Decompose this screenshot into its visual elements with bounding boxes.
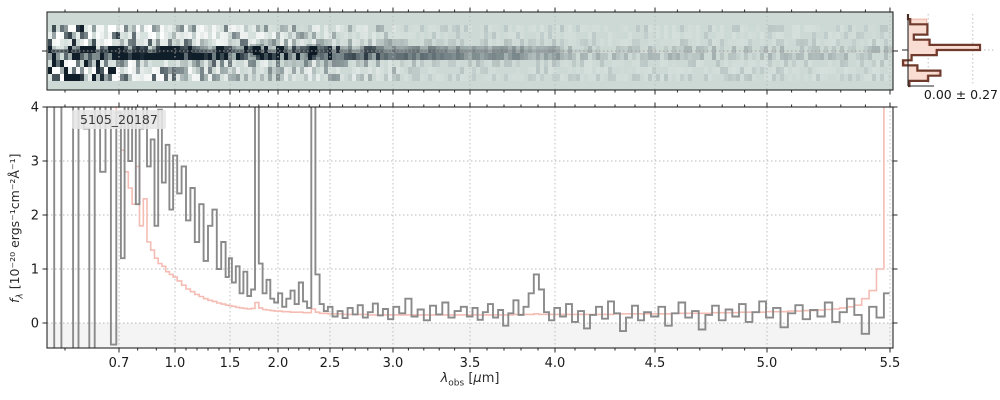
xlabel-unit-pre: [ xyxy=(464,371,474,386)
y-tick-label: 2 xyxy=(31,209,39,224)
profile-fit-line xyxy=(901,14,982,88)
x-tick-label: 2.5 xyxy=(320,356,341,371)
x-tick-label: 3.0 xyxy=(383,356,404,371)
source-id-label: 5105_20187 xyxy=(72,110,166,129)
emission-line-blob xyxy=(252,46,261,55)
xlabel-unit-mu: μ xyxy=(473,371,482,386)
axis-ticks: 0.7 1.0 1.5 2.0 2.5 3.0 3.5 4.0 4.5 5.0 5.5 0 1 2 3 4 xyxy=(31,101,901,372)
x-tick-label: 4.5 xyxy=(645,356,666,371)
x-tick-label: 2.0 xyxy=(268,356,289,371)
panel-1d-spectrum: 0.7 1.0 1.5 2.0 2.5 3.0 3.5 4.0 4.5 5.0 5.5 0 1 2 3 4 xyxy=(31,101,901,372)
panel-2d-spectrum xyxy=(42,7,898,95)
y-tick-label: 1 xyxy=(31,263,39,278)
xlabel-unit-post: m] xyxy=(481,371,500,386)
xlabel-subscript: obs xyxy=(448,378,465,389)
y-axis-label: fλ [10⁻²⁰ ergs⁻¹cm⁻²Å⁻¹] xyxy=(7,108,26,348)
emission-line-blob xyxy=(309,46,318,55)
xlabel-symbol: λ xyxy=(440,371,449,386)
ylabel-subscript: λ xyxy=(15,293,26,299)
y-tick-label: 3 xyxy=(31,155,39,170)
y-tick-label: 4 xyxy=(31,101,39,116)
ylabel-symbol: f xyxy=(6,298,22,303)
x-tick-label: 1.5 xyxy=(220,356,241,371)
x-tick-label: 5.0 xyxy=(757,356,778,371)
y-tick-label: 0 xyxy=(31,317,39,332)
x-tick-label: 5.5 xyxy=(880,356,901,371)
panel-profile xyxy=(901,14,996,88)
flux-step-line xyxy=(53,107,890,348)
ylabel-units: [10⁻²⁰ ergs⁻¹cm⁻²Å⁻¹] xyxy=(6,153,22,294)
profile-stat-label: 0.00 ± 0.27 xyxy=(923,87,998,102)
x-tick-label: 4.0 xyxy=(545,356,566,371)
x-tick-label: 3.5 xyxy=(460,356,481,371)
x-axis-label: λobs [μm] xyxy=(370,371,570,389)
x-tick-label: 0.7 xyxy=(109,356,130,371)
x-tick-label: 1.0 xyxy=(165,356,186,371)
